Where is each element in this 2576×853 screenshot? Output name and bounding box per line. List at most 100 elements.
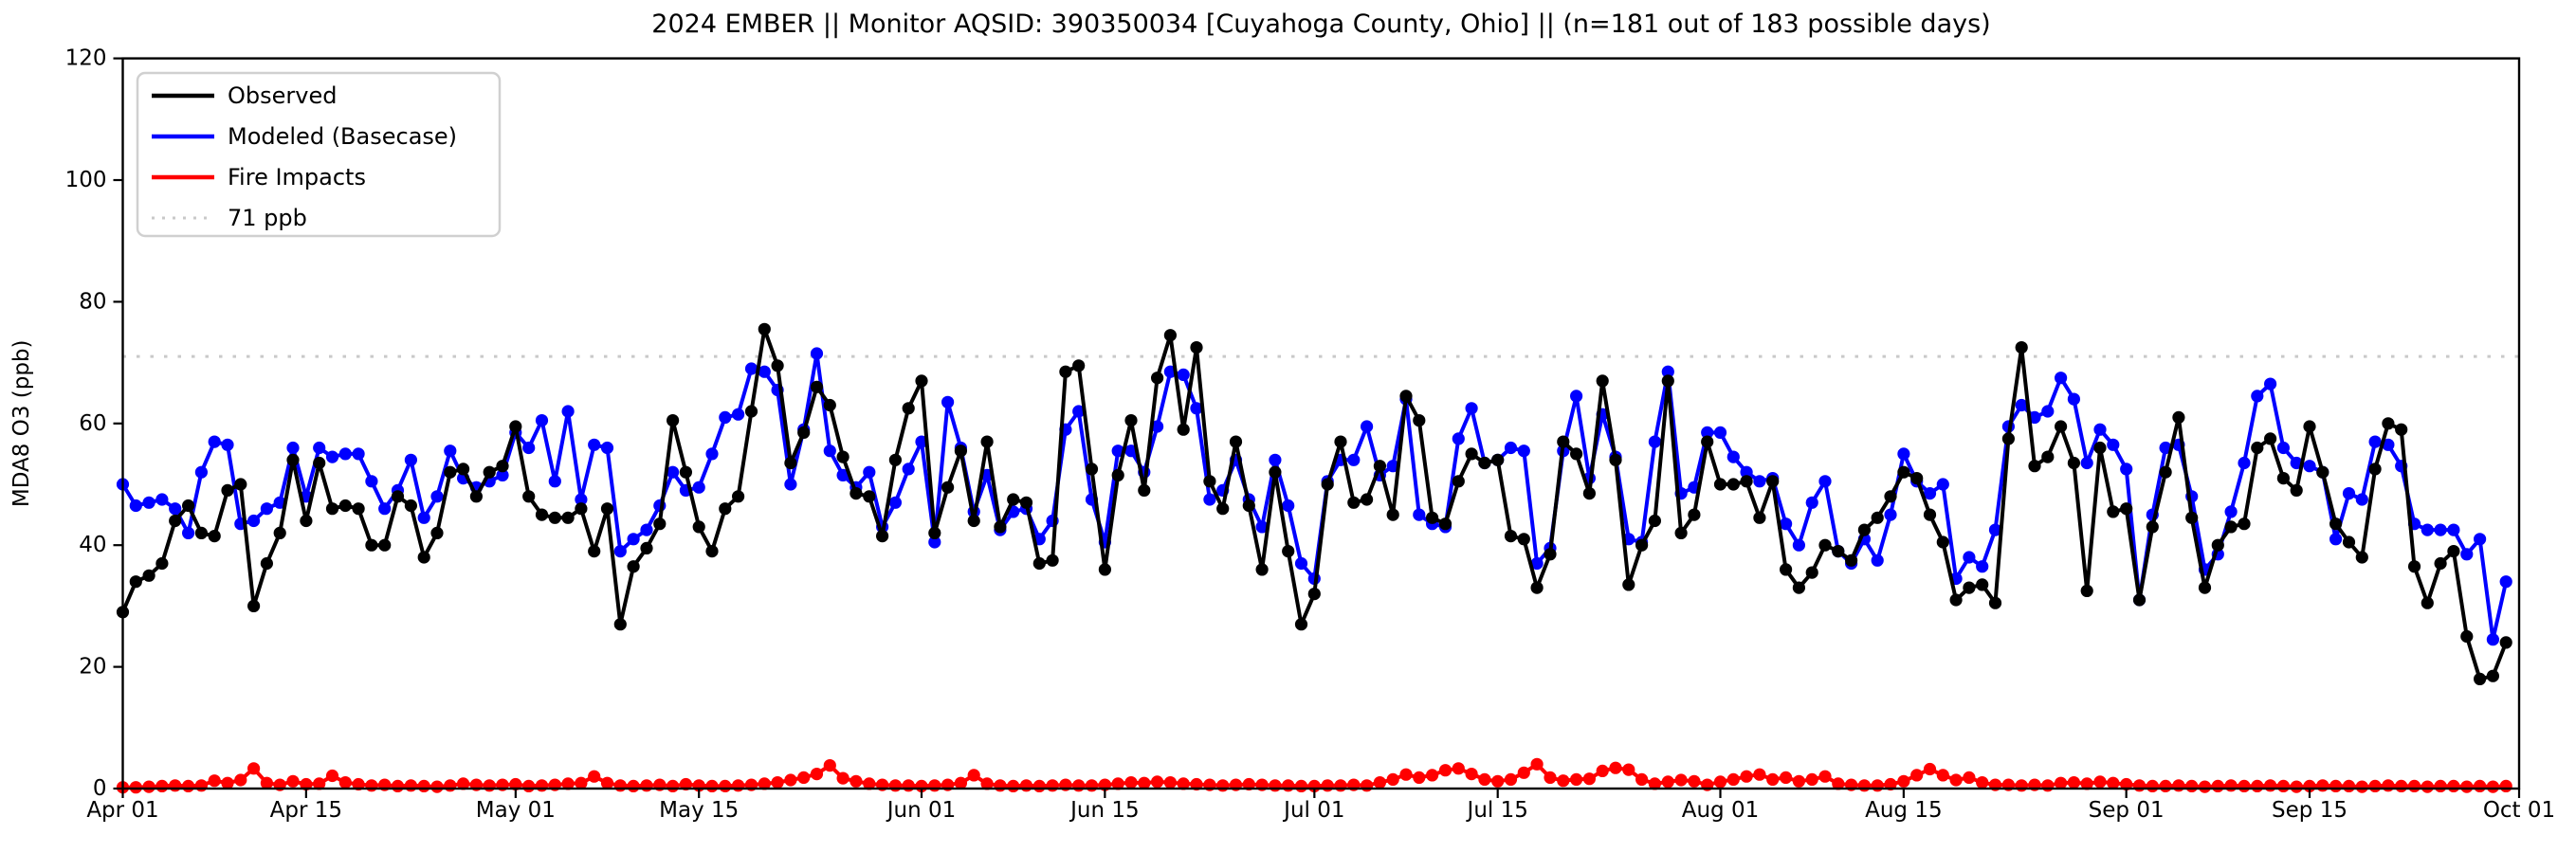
fire-point: [2474, 779, 2487, 793]
modeled-point: [2055, 372, 2068, 385]
modeled-point: [155, 493, 169, 506]
chart-title: 2024 EMBER || Monitor AQSID: 390350034 […: [651, 9, 1991, 39]
observed-point: [1019, 496, 1033, 509]
x-axis-tick-label: Oct 01: [2483, 798, 2555, 823]
fire-point: [1334, 779, 1347, 792]
fire-point: [1163, 776, 1177, 789]
fire-point: [247, 762, 261, 775]
fire-point: [2172, 779, 2185, 792]
observed-point: [1753, 511, 1766, 524]
fire-point: [771, 776, 784, 789]
fire-point: [313, 777, 326, 790]
fire-point: [719, 779, 732, 793]
modeled-point: [221, 438, 234, 451]
modeled-point: [1661, 365, 1674, 378]
y-axis-label: MDA8 O3 (ppb): [9, 339, 34, 507]
observed-point: [1242, 499, 1255, 513]
fire-point: [2355, 780, 2368, 793]
observed-point: [1897, 465, 1910, 479]
fire-point: [1609, 761, 1622, 774]
fire-point: [823, 759, 836, 772]
modeled-point: [2224, 505, 2238, 518]
observed-point: [1648, 514, 1661, 528]
observed-point: [1504, 530, 1518, 543]
observed-point: [732, 490, 745, 503]
observed-point: [1269, 465, 1282, 479]
observed-point: [1818, 538, 1832, 552]
observed-point: [1557, 435, 1570, 448]
modeled-point: [1361, 420, 1374, 433]
observed-point: [1766, 475, 1780, 488]
legend-item-observed-label: Observed: [228, 82, 337, 109]
observed-line: [120, 327, 2509, 681]
observed-point: [1307, 588, 1321, 601]
observed-point: [338, 499, 352, 513]
observed-point: [1780, 563, 1793, 576]
fire-point: [1753, 768, 1766, 781]
observed-point: [902, 402, 915, 415]
observed-point: [1701, 435, 1714, 448]
fire-point: [575, 776, 588, 789]
observed-point: [2407, 560, 2421, 573]
modeled-point: [588, 438, 601, 451]
fire-point: [1361, 779, 1374, 792]
fire-point: [391, 779, 405, 793]
observed-point: [1976, 578, 1989, 591]
y-axis-tick-label: 0: [93, 776, 107, 801]
observed-point: [1661, 374, 1674, 388]
fire-point: [928, 779, 941, 792]
observed-point: [325, 502, 339, 516]
modeled-point: [1792, 538, 1805, 552]
fire-point: [1111, 777, 1124, 790]
observed-point: [719, 502, 732, 516]
observed-point: [2198, 581, 2212, 594]
observed-point: [548, 511, 561, 524]
observed-point: [1361, 493, 1374, 506]
observed-point: [1151, 372, 1164, 385]
observed-point: [182, 499, 195, 513]
observed-point: [194, 526, 208, 540]
observed-point: [1635, 538, 1649, 552]
observed-point: [1373, 460, 1386, 473]
observed-point: [1032, 556, 1046, 571]
modeled-point: [2421, 523, 2434, 536]
fire-point: [967, 769, 980, 782]
observed-point: [1465, 447, 1478, 461]
modeled-point: [522, 441, 536, 455]
observed-point: [876, 530, 889, 543]
fire-point: [1438, 764, 1452, 777]
modeled-point: [1726, 450, 1740, 463]
observed-point: [2041, 450, 2055, 463]
observed-point: [1438, 517, 1452, 531]
modeled-point: [667, 465, 680, 479]
modeled-point: [1740, 465, 1753, 479]
fire-point: [758, 777, 771, 790]
modeled-point: [1347, 453, 1361, 466]
modeled-point: [2382, 438, 2395, 451]
fire-point: [1622, 763, 1635, 776]
fire-point: [1635, 772, 1649, 787]
fire-point: [182, 779, 195, 793]
observed-point: [1347, 496, 1361, 509]
fire-point: [155, 779, 169, 793]
observed-point: [2001, 432, 2015, 445]
observed-point: [2447, 545, 2460, 558]
modeled-point: [863, 465, 876, 479]
fire-point: [1504, 772, 1518, 787]
observed-point: [613, 618, 627, 631]
fire-point: [1963, 771, 1976, 785]
observed-point: [2120, 502, 2133, 516]
observed-point: [823, 398, 836, 412]
observed-point: [850, 487, 863, 500]
observed-point: [2107, 505, 2120, 518]
fire-point: [1805, 772, 1818, 787]
observed-point: [2067, 456, 2080, 470]
observed-point: [679, 465, 693, 479]
x-axis-tick-label: May 01: [476, 798, 556, 823]
observed-point: [365, 538, 378, 552]
observed-point: [404, 499, 417, 513]
modeled-point: [719, 410, 732, 424]
fire-point: [1072, 779, 1086, 792]
modeled-point: [2015, 398, 2028, 412]
modeled-point: [2067, 392, 2080, 406]
